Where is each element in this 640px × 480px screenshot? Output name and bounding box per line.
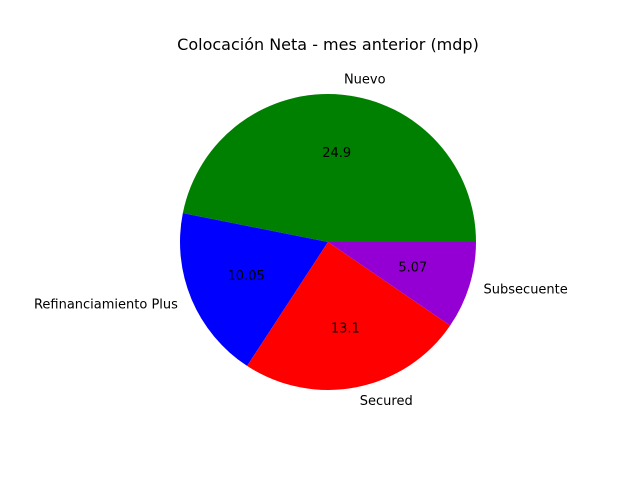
slice-label-refinanciamiento-plus: Refinanciamiento Plus (34, 298, 178, 313)
slice-label-secured: Secured (360, 394, 413, 409)
chart-title: Colocación Neta - mes anterior (mdp) (177, 35, 479, 54)
pie-labels: Nuevo 24.9 Refinanciamiento Plus 10.05 Secur… (34, 72, 568, 409)
slice-label-subsecuente: Subsecuente (484, 283, 568, 298)
pie-slices (180, 93, 477, 391)
value-label-secured: 13.1 (331, 322, 360, 337)
pie-slice-nuevo (182, 93, 477, 242)
pie-slice-subsecuente (328, 242, 476, 326)
slice-label-nuevo: Nuevo (344, 72, 386, 87)
pie-slice-refinanciamiento-plus (180, 213, 328, 366)
value-label-nuevo: 24.9 (322, 146, 351, 161)
value-label-refinanciamiento-plus: 10.05 (228, 269, 265, 284)
value-label-subsecuente: 5.07 (398, 261, 427, 276)
pie-slice-secured (247, 242, 451, 391)
